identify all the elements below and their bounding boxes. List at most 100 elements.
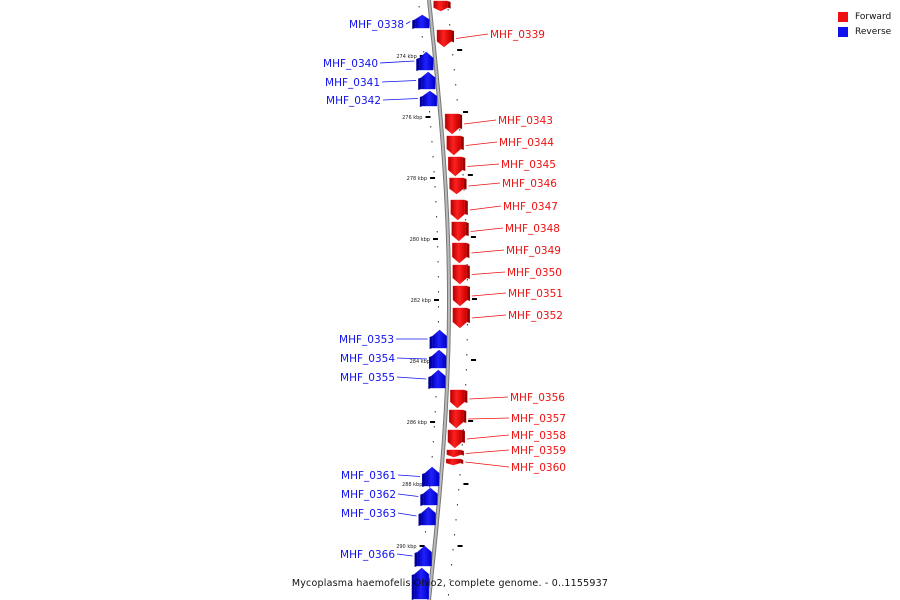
gene-feature[interactable]	[436, 29, 455, 48]
gene-arrow	[446, 458, 461, 466]
gene-label-item[interactable]: MHF_0358	[466, 430, 566, 442]
leader-line	[470, 227, 504, 232]
gene-feature[interactable]	[446, 449, 464, 458]
gene-label: MHF_0344	[499, 137, 554, 149]
gene-feature[interactable]	[450, 199, 468, 221]
gene-label-item[interactable]: MHF_0339	[455, 29, 545, 41]
gene-label: MHF_0361	[341, 470, 396, 482]
gene-feature[interactable]	[452, 242, 470, 264]
gene-feature[interactable]	[452, 264, 470, 285]
guide-dot	[454, 534, 456, 536]
gene-feature[interactable]	[429, 329, 447, 349]
guide-dot	[432, 156, 434, 158]
gene-label: MHF_0359	[511, 445, 566, 457]
gene-label-item[interactable]: MHF_0341	[325, 77, 417, 89]
gene-arrow	[431, 369, 446, 389]
gene-label: MHF_0349	[506, 245, 561, 257]
guide-dot	[431, 456, 433, 458]
guide-dot	[432, 441, 434, 443]
tick-mark	[425, 116, 431, 118]
gene-label-item[interactable]: MHF_0344	[465, 137, 554, 149]
gene-feature[interactable]	[446, 135, 464, 156]
gene-feature[interactable]	[419, 90, 438, 107]
gene-labels: MHF_0338 MHF_0339 MHF_0340 MHF_0341 MHF_0342…	[323, 19, 566, 561]
guide-dot	[447, 9, 449, 11]
gene-feature[interactable]	[449, 409, 467, 429]
legend-forward-label: Forward	[855, 11, 892, 22]
gene-arrow	[421, 506, 436, 526]
gene-label-item[interactable]: MHF_0343	[464, 115, 553, 127]
gene-feature[interactable]	[416, 51, 434, 71]
gene-label-item[interactable]: MHF_0361	[341, 470, 421, 482]
gene-label-item[interactable]: MHF_0357	[468, 413, 566, 425]
gene-label: MHF_0354	[340, 353, 395, 365]
gene-label-item[interactable]: MHF_0349	[471, 245, 561, 257]
tick-mark	[457, 545, 463, 547]
legend-item-reverse: Reverse	[838, 24, 891, 39]
guide-dot	[456, 504, 458, 506]
tick-label: 276 kbp	[402, 115, 422, 121]
gene-label-item[interactable]: MHF_0352	[471, 310, 563, 322]
gene-label: MHF_0351	[508, 288, 563, 300]
gene-label-item[interactable]: MHF_0353	[339, 334, 428, 346]
gene-feature[interactable]	[452, 285, 470, 307]
gene-label-item[interactable]: MHF_0356	[469, 392, 565, 404]
gene-label-item[interactable]: MHF_0342	[326, 95, 418, 107]
gene-side	[461, 430, 465, 443]
gene-feature[interactable]	[447, 429, 465, 449]
guide-dot	[435, 201, 437, 203]
gene-feature[interactable]	[450, 389, 468, 409]
gene-label-item[interactable]: MHF_0354	[340, 353, 428, 365]
gene-side	[459, 114, 463, 129]
gene-arrow	[422, 90, 438, 107]
leader-line	[466, 434, 510, 440]
gene-label-item[interactable]: MHF_0347	[469, 201, 558, 213]
gene-feature[interactable]	[411, 567, 429, 600]
gene-label-item[interactable]: MHF_0340	[323, 58, 415, 70]
gene-label-item[interactable]: MHF_0338	[349, 19, 411, 31]
gene-label-item[interactable]: MHF_0355	[340, 372, 427, 384]
gene-label-item[interactable]: MHF_0366	[340, 549, 413, 561]
gene-label: MHF_0340	[323, 58, 378, 70]
gene-label: MHF_0339	[490, 29, 545, 41]
gene-feature[interactable]	[444, 113, 463, 135]
gene-feature[interactable]	[429, 349, 447, 369]
gene-feature[interactable]	[451, 221, 469, 242]
gene-arrow	[447, 429, 463, 449]
gene-feature[interactable]	[446, 458, 464, 466]
gene-label-item[interactable]: MHF_0345	[467, 159, 556, 171]
gene-label-item[interactable]: MHF_0362	[341, 489, 419, 501]
leader-line	[471, 292, 507, 297]
gene-label-item[interactable]: MHF_0360	[465, 461, 566, 474]
gene-label-item[interactable]: MHF_0346	[468, 178, 558, 190]
gene-feature[interactable]	[420, 487, 438, 506]
gene-feature[interactable]	[418, 71, 436, 90]
gene-feature[interactable]	[452, 307, 470, 329]
gene-feature[interactable]	[433, 0, 451, 12]
gene-feature[interactable]	[422, 466, 440, 487]
leader-line	[469, 205, 502, 211]
gene-feature[interactable]	[428, 369, 446, 389]
guide-dot	[465, 384, 467, 386]
guide-dot	[466, 354, 468, 356]
guide-dot	[423, 51, 425, 53]
legend: Forward Reverse	[838, 9, 891, 39]
guide-dot	[465, 219, 467, 221]
gene-feature[interactable]	[414, 545, 432, 567]
gene-label-item[interactable]: MHF_0350	[471, 267, 562, 279]
guide-dot	[421, 36, 423, 38]
gene-label-item[interactable]: MHF_0363	[341, 508, 417, 520]
tick-mark	[471, 298, 477, 300]
gene-side	[411, 574, 415, 600]
gene-feature[interactable]	[449, 177, 467, 195]
gene-feature[interactable]	[448, 156, 466, 177]
gene-label-item[interactable]: MHF_0351	[471, 288, 563, 300]
tick-mark	[467, 174, 473, 176]
gene-feature[interactable]	[412, 14, 430, 29]
gene-feature[interactable]	[418, 506, 436, 526]
gene-label-item[interactable]: MHF_0359	[465, 445, 566, 457]
gene-label-item[interactable]: MHF_0348	[470, 223, 560, 235]
gene-side	[460, 450, 464, 456]
tick-label: 278 kbp	[407, 176, 427, 182]
